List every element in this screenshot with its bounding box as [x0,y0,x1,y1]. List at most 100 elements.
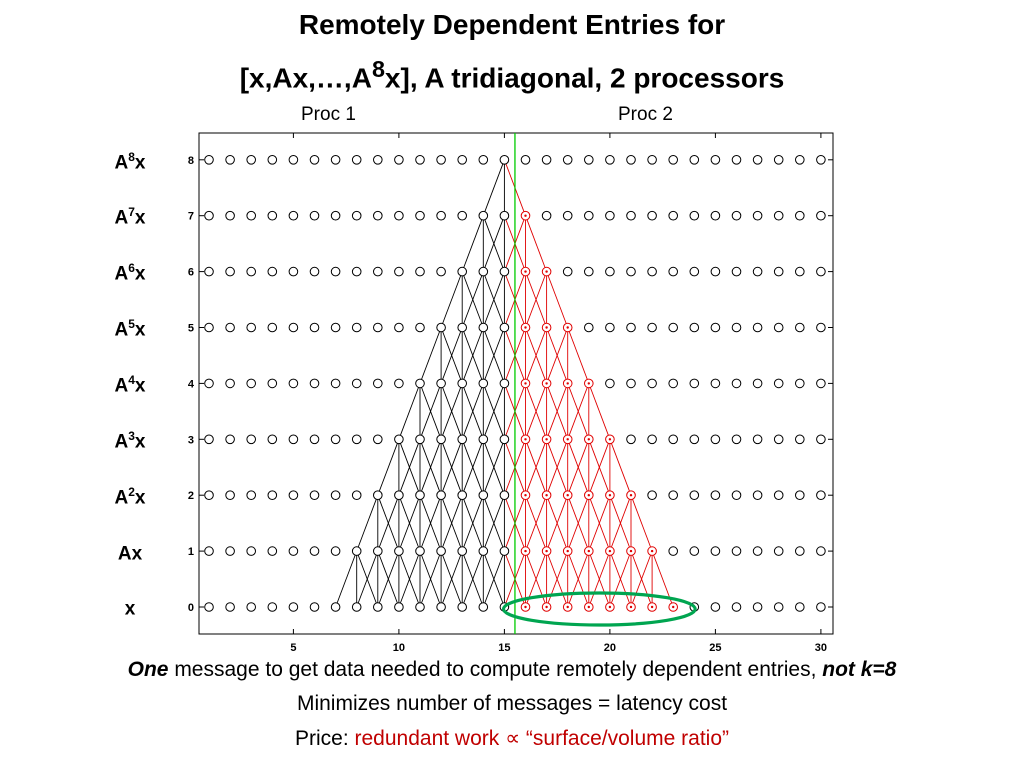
remote-dependency-edge [588,439,611,496]
entry-node [752,490,763,501]
entry-node [731,378,742,389]
remote-dependency-edge [588,383,611,440]
local-dependency-edge [482,159,505,216]
entry-node [267,322,278,333]
local-dependency-edge [398,383,421,440]
entry-node [457,490,468,501]
entry-node [710,490,721,501]
entry-node [394,434,404,445]
remote-entry-dot [587,438,590,441]
entry-node [394,546,404,556]
entry-node [605,210,615,221]
entry-node [816,266,826,277]
entry-node [267,210,278,221]
entry-node [225,322,235,333]
entry-node [436,210,446,221]
remote-entry-dot [629,494,633,497]
entry-node [204,602,214,612]
caption-price-label: Price: [294,727,355,750]
entry-node [731,210,742,221]
row-label-a5x: A5x [114,317,146,341]
entry-node [351,490,362,501]
local-dependency-edge [440,550,463,608]
entry-node [816,378,826,389]
entry-node [816,434,826,445]
remote-dependency-edge [630,550,653,608]
entry-node [499,322,510,333]
entry-node [647,322,657,333]
entry-node [499,210,510,221]
entry-node [330,210,341,221]
local-dependency-edge [461,327,484,384]
entry-node [584,266,594,277]
entry-node [773,490,784,501]
entry-node [309,602,320,612]
entry-node [373,602,383,612]
caption-line-1: One message to get data needed to comput… [0,658,1024,682]
entry-node [436,434,446,445]
entry-node [204,434,214,445]
local-dependency-edge [419,495,442,552]
remote-entry-dot [524,382,527,385]
entry-node [795,490,805,501]
entry-node [267,602,278,612]
entry-node [689,155,700,165]
entry-node [457,210,468,221]
entry-node [689,210,700,221]
row-label-x: x [124,598,136,620]
entry-node [752,266,763,277]
remote-dependency-edge [609,439,632,496]
entry-node [225,210,235,221]
entry-node [710,434,721,445]
entry-node [267,155,278,165]
entry-node [457,155,468,165]
remote-dependency-edge [567,327,590,384]
remote-entry-dot [587,494,590,497]
entry-node [668,434,679,445]
title-line-1: Remotely Dependent Entries for [298,9,726,40]
title-line-2-pre: [x,Ax,…,A [239,62,372,94]
entry-node [330,602,341,612]
local-dependency-edge [398,439,421,496]
entry-node [351,434,362,445]
entry-node [309,155,320,165]
entry-node [731,434,742,445]
entry-node [795,155,805,165]
local-dependency-edge [398,550,421,608]
entry-node [478,602,489,612]
remote-dependency-edge [546,495,569,552]
entry-node [436,546,446,556]
entry-node [288,266,299,277]
entry-node [415,490,425,501]
entry-node [330,266,341,277]
entry-node [330,322,341,333]
entry-node [373,490,383,501]
entry-node [689,490,700,501]
y-tick-label: 7 [188,211,194,223]
local-dependency-edge [482,439,505,496]
title-line-2: [x,Ax,…,A8x], A tridiagonal, 2 processor… [0,52,1024,95]
entry-node [478,490,489,501]
y-tick-label: 1 [188,546,194,558]
entry-node [689,322,700,333]
remote-dependency-edge [525,495,548,552]
entry-node [668,322,679,333]
entry-node [351,155,362,165]
remote-dependency-edge [546,327,569,384]
entry-node [309,266,320,277]
entry-node [351,378,362,389]
local-dependency-edge [461,383,484,440]
remote-entry-dot [566,549,569,553]
entry-node [499,546,510,556]
entry-node [246,602,256,612]
x-tick-label: 15 [498,642,510,654]
caption-price-text: redundant work ∝ “surface/volume ratio” [354,727,730,750]
remote-entry-dot [524,270,527,273]
entry-node [457,434,468,445]
entry-node [541,155,552,165]
entry-node [267,490,278,501]
entry-node [562,210,573,221]
entry-node [605,155,615,165]
local-dependency-edge [419,383,442,440]
